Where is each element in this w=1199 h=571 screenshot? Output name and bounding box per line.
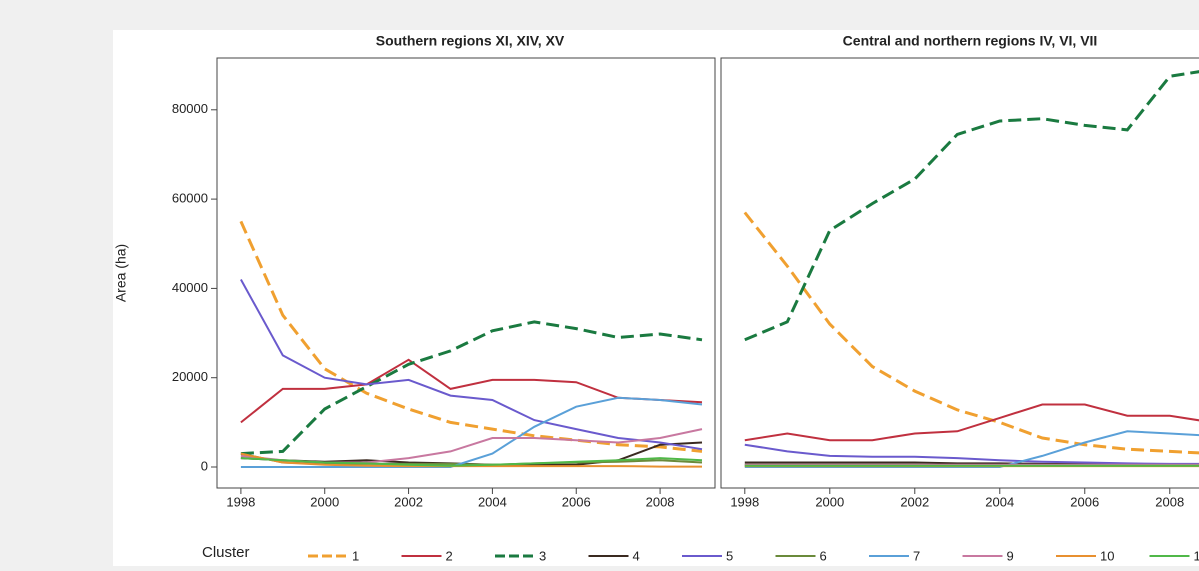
- y-tick-label: 60000: [172, 191, 208, 206]
- x-tick-label: 1998: [730, 494, 759, 509]
- legend-label: 5: [726, 548, 733, 563]
- x-tick-label: 2008: [1155, 494, 1184, 509]
- legend-label: 11: [1194, 548, 1199, 563]
- series-line: [744, 70, 1199, 342]
- y-tick-label: 20000: [172, 369, 208, 384]
- x-tick-label: 2008: [646, 494, 675, 509]
- series-line: [744, 443, 1199, 465]
- series-line: [240, 279, 703, 451]
- legend-label: 1: [352, 548, 359, 563]
- x-tick-label: 2004: [478, 494, 507, 509]
- y-tick-label: 80000: [172, 101, 208, 116]
- plot-frame: [720, 57, 1199, 489]
- x-tick-label: 1998: [226, 494, 255, 509]
- y-tick-label: 40000: [172, 280, 208, 295]
- legend-label: 10: [1100, 548, 1114, 563]
- panel-title: Central and northern regions IV, VI, VII: [843, 33, 1098, 49]
- x-tick-label: 2006: [1070, 494, 1099, 509]
- legend-label: 6: [820, 548, 827, 563]
- legend-label: 9: [1007, 548, 1014, 563]
- y-tick-label: 0: [201, 458, 208, 473]
- legend-label: 4: [633, 548, 640, 563]
- series-line: [239, 220, 703, 453]
- y-axis-label: Area (ha): [113, 244, 129, 302]
- x-tick-label: 2002: [394, 494, 423, 509]
- x-tick-label: 2004: [985, 494, 1014, 509]
- legend-label: 2: [446, 548, 453, 563]
- x-tick-label: 2002: [900, 494, 929, 509]
- series-line: [240, 320, 703, 456]
- x-tick-label: 2000: [815, 494, 844, 509]
- legend-label: 7: [913, 548, 920, 563]
- legend-title: Cluster: [202, 544, 250, 561]
- series-line: [743, 211, 1199, 455]
- legend-label: 3: [539, 548, 546, 563]
- panel-title: Southern regions XI, XIV, XV: [376, 33, 565, 49]
- series-line: [240, 396, 703, 468]
- x-tick-label: 2000: [310, 494, 339, 509]
- x-tick-label: 2006: [562, 494, 591, 509]
- series-line: [744, 403, 1199, 442]
- series-line: [240, 457, 703, 467]
- plot-frame: [216, 57, 716, 489]
